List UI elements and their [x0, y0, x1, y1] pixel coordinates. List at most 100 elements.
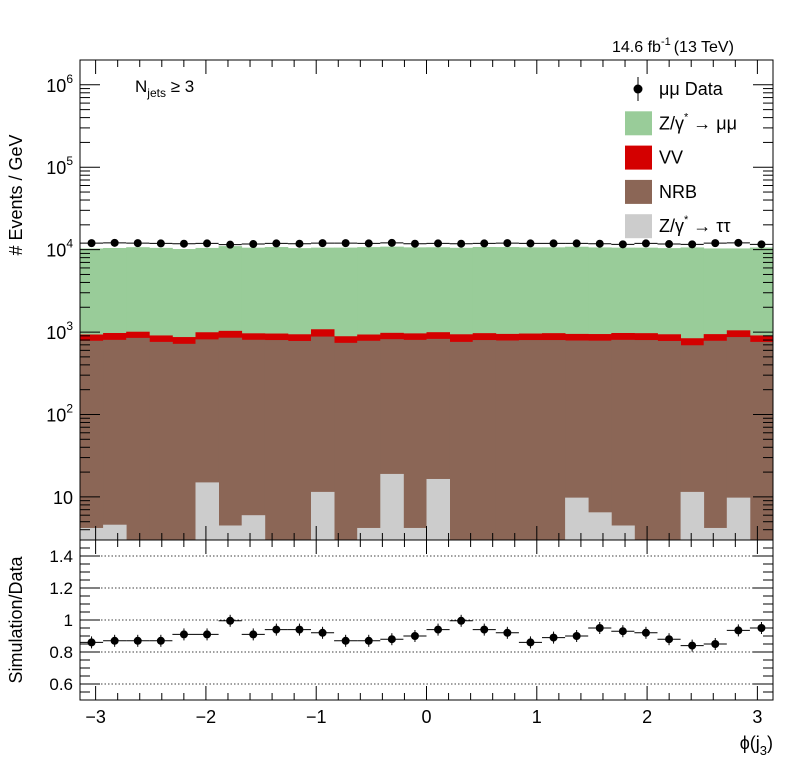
ratio-point-3	[156, 636, 165, 645]
x-axis-label: ϕ(j3)	[740, 733, 773, 758]
selection-sub: jets	[146, 86, 166, 100]
top-panel: 10 102 103 104 105 106	[46, 59, 774, 541]
bar-z-7	[241, 515, 266, 540]
x-tick-label: −3	[85, 707, 106, 727]
data-point-10	[318, 239, 327, 248]
legend-label-3: NRB	[659, 182, 697, 202]
bar-z-22	[588, 512, 612, 540]
data-point-8	[272, 239, 281, 248]
x-tick-label: 1	[532, 707, 542, 727]
ratio-point-17	[480, 625, 489, 634]
legend-swatch-2	[625, 145, 652, 170]
legend-label-0: μμ Data	[659, 79, 724, 99]
bar-nrb-23	[611, 339, 635, 540]
x-axis-label-sub: 3	[760, 743, 767, 758]
ratio-y-tick-label: 1.4	[49, 547, 73, 566]
bar-nrb-20	[542, 340, 566, 540]
bar-nrb-24	[634, 340, 658, 540]
ratio-point-5	[203, 630, 212, 639]
legend-swatch-3	[625, 179, 652, 204]
bar-z-27	[703, 527, 728, 540]
top-y-axis-label: # Events / GeV	[6, 134, 26, 255]
bar-nrb-2	[126, 337, 150, 540]
bar-z-28	[726, 497, 751, 540]
data-point-24	[641, 239, 650, 248]
x-axis-label-main: ϕ(j	[740, 733, 760, 753]
data-point-28	[734, 238, 743, 247]
bar-z-15	[426, 478, 450, 540]
bar-z-5	[195, 482, 219, 540]
ratio-point-20	[549, 633, 558, 642]
data-point-2	[133, 239, 142, 248]
legend-swatch-1	[625, 111, 652, 136]
ratio-point-18	[503, 628, 512, 637]
lumi-value: 14.6 fb	[612, 39, 661, 56]
data-point-1	[110, 238, 119, 247]
bar-z-14	[403, 527, 427, 540]
ratio-point-14	[410, 632, 419, 640]
ratio-y-tick-label: 0.6	[49, 675, 73, 694]
ratio-point-0	[87, 638, 96, 647]
x-tick-label: −1	[306, 707, 327, 727]
x-tick-label: 2	[642, 707, 652, 727]
bar-z-26	[680, 491, 705, 540]
bar-nrb-21	[565, 340, 589, 540]
bar-z-1	[103, 524, 127, 540]
ratio-panel: −3 −2 −1 0 1 2 3 0.6 0.8 1 1.2 1.4	[49, 539, 774, 727]
bar-nrb-8	[264, 340, 289, 540]
data-point-26	[688, 240, 697, 249]
y-tick-label: 102	[46, 401, 73, 425]
bar-nrb-18	[495, 340, 520, 540]
data-point-19	[526, 239, 535, 248]
data-point-3	[156, 239, 165, 248]
bar-nrb-6	[218, 337, 243, 540]
bar-z-23	[611, 525, 635, 540]
ratio-point-12	[364, 636, 373, 645]
bar-nrb-0	[80, 340, 104, 540]
data-point-27	[711, 239, 720, 248]
bar-nrb-25	[657, 340, 681, 540]
legend-data-marker	[633, 84, 643, 94]
bar-nrb-4	[172, 343, 196, 540]
data-point-5	[203, 239, 212, 248]
data-point-25	[665, 240, 674, 249]
bar-z-10	[311, 491, 335, 540]
bar-nrb-22	[588, 340, 612, 540]
data-point-29	[757, 240, 766, 249]
y-tick-label: 105	[46, 154, 73, 178]
data-point-15	[434, 239, 443, 248]
data-point-11	[341, 239, 350, 248]
legend-label-2: VV	[659, 148, 683, 168]
bar-nrb-3	[149, 341, 173, 540]
x-tick-label: 3	[752, 707, 762, 727]
data-point-21	[572, 239, 581, 248]
data-point-18	[503, 239, 512, 248]
ratio-point-13	[387, 635, 396, 644]
data-point-7	[249, 240, 258, 249]
data-point-16	[457, 239, 466, 248]
ratio-point-15	[434, 625, 443, 634]
bar-nrb-28	[726, 337, 751, 540]
bar-z-12	[357, 527, 381, 540]
legend-label-4: Z/γ* → ττ	[659, 214, 731, 236]
bar-nrb-1	[103, 339, 127, 540]
ratio-y-axis-label: Simulation/Data	[6, 555, 26, 683]
ratio-point-2	[133, 636, 142, 645]
ratio-point-11	[341, 636, 350, 645]
ratio-point-8	[272, 625, 281, 634]
ratio-y-ticks: 0.6 0.8 1 1.2 1.4	[49, 539, 773, 701]
data-point-0	[87, 239, 96, 248]
ratio-point-21	[572, 632, 581, 640]
luminosity-label: 14.6 fb-1 (13 TeV)	[612, 36, 734, 56]
bar-z-21	[565, 497, 589, 540]
data-point-4	[179, 239, 188, 248]
data-point-6	[226, 240, 235, 249]
ratio-point-29	[757, 624, 766, 632]
legend: μμ Data Z/γ* → μμ VV NRB Z/γ* → ττ	[625, 77, 737, 239]
ratio-point-16	[457, 616, 466, 625]
ratio-point-19	[526, 638, 535, 647]
ratio-point-25	[665, 635, 674, 644]
y-tick-label: 104	[46, 237, 73, 261]
bar-nrb-11	[334, 342, 358, 540]
top-y-ticks: 10 102 103 104 105 106	[46, 59, 773, 541]
